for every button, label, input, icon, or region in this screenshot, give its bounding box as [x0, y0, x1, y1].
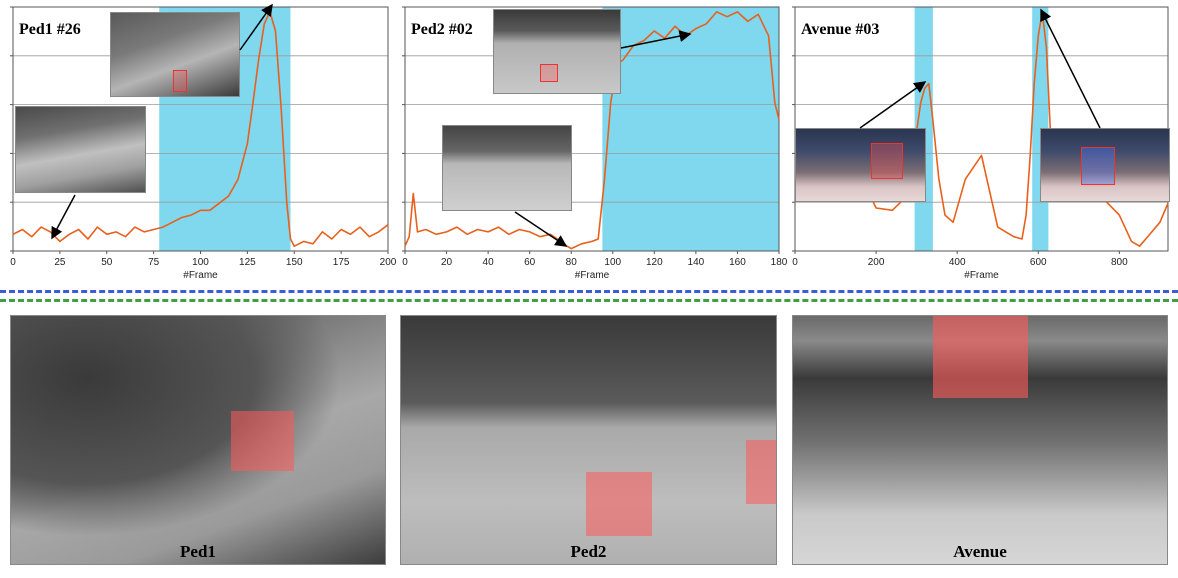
photo-ped1: Ped1 — [10, 315, 386, 565]
anomaly-box — [586, 472, 652, 536]
anomaly-box — [746, 440, 776, 504]
photo-label: Avenue — [953, 542, 1007, 561]
anomaly-box — [933, 316, 1028, 398]
chart-title: Avenue #03 — [801, 21, 879, 38]
x-tick-label: 600 — [1030, 257, 1047, 268]
arrow — [620, 30, 692, 49]
x-tick-label: 160 — [729, 257, 746, 268]
photo-ped2: Ped2 — [400, 315, 777, 565]
arrow — [514, 211, 568, 247]
x-tick-label: 20 — [441, 257, 453, 268]
x-tick-label: 60 — [524, 257, 536, 268]
x-tick-label: 100 — [604, 257, 621, 268]
x-tick-label: 50 — [101, 257, 113, 268]
series-line — [404, 11, 780, 250]
inset-ped1-bottom — [15, 106, 146, 193]
x-axis-label: #Frame — [575, 270, 610, 281]
anomaly-box — [1081, 147, 1115, 185]
x-tick-label: 100 — [192, 257, 209, 268]
x-tick-label: 120 — [646, 257, 663, 268]
inset-ped2-bottom — [442, 125, 572, 211]
inset-ped2-top — [493, 9, 621, 94]
arrow — [239, 3, 273, 51]
x-axis-label: #Frame — [964, 270, 999, 281]
divider-green — [0, 299, 1178, 302]
x-tick-label: 125 — [239, 257, 256, 268]
x-tick-label: 0 — [402, 257, 408, 268]
x-tick-label: 150 — [286, 257, 303, 268]
arrow — [859, 81, 927, 129]
x-tick-label: 180 — [771, 257, 788, 268]
anomaly-box — [231, 411, 294, 471]
anomaly-box — [871, 143, 903, 179]
anomaly-box — [173, 70, 187, 92]
x-tick-label: 25 — [54, 257, 66, 268]
plot-frame — [404, 6, 780, 252]
series-line — [12, 11, 389, 247]
x-tick-label: 40 — [483, 257, 495, 268]
x-tick-label: 140 — [688, 257, 705, 268]
annotation-arrows — [51, 3, 1101, 247]
x-tick-label: 200 — [868, 257, 885, 268]
inset-avenue-right — [1040, 128, 1170, 202]
x-tick-label: 80 — [566, 257, 578, 268]
x-axis-label: #Frame — [183, 270, 218, 281]
photo-avenue: Avenue — [792, 315, 1168, 565]
x-tick-label: 175 — [333, 257, 350, 268]
chart-title: Ped1 #26 — [19, 21, 81, 38]
chart-ped2: 0 20 40 60 80 100 120 140 160 180 #Frame Ped2 #02 — [402, 6, 788, 281]
photo-label: Ped2 — [570, 542, 607, 561]
x-tick-label: 400 — [949, 257, 966, 268]
anomaly-box — [540, 64, 558, 82]
arrow — [1040, 8, 1101, 129]
inset-ped1-top — [110, 12, 240, 97]
x-tick-label: 0 — [792, 257, 798, 268]
divider-blue — [0, 290, 1178, 293]
arrow — [51, 194, 76, 240]
x-tick-label: 75 — [148, 257, 160, 268]
x-tick-label: 200 — [380, 257, 397, 268]
photo-label: Ped1 — [180, 542, 216, 561]
x-tick-label: 800 — [1111, 257, 1128, 268]
x-tick-label: 0 — [10, 257, 16, 268]
chart-title: Ped2 #02 — [411, 21, 473, 38]
